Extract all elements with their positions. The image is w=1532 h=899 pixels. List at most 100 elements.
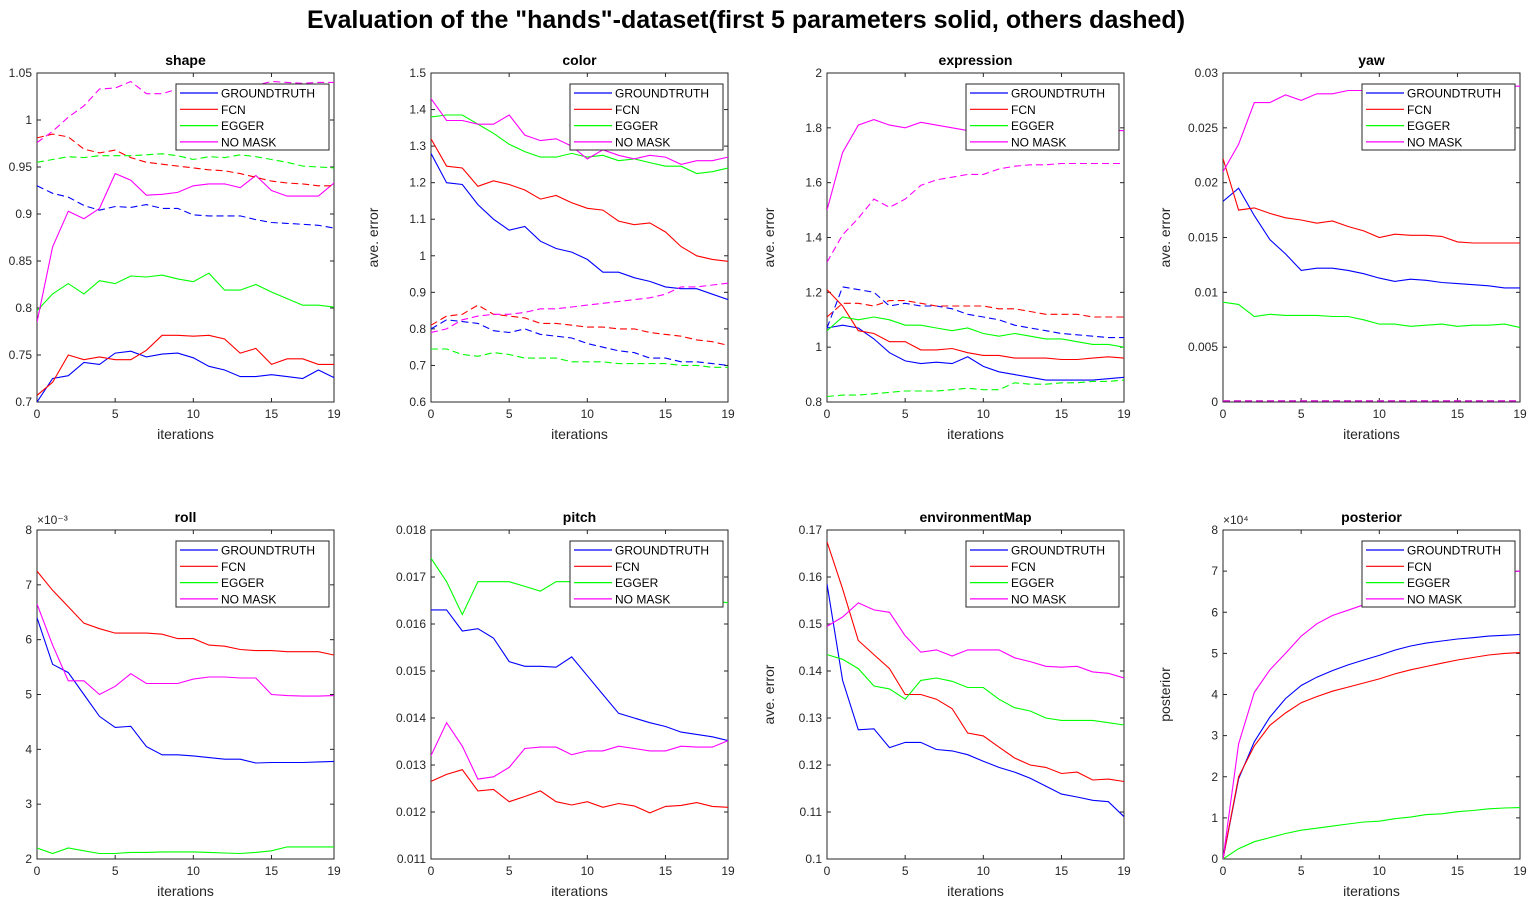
y-tick-label: 0.8 <box>805 395 822 409</box>
x-axis-label: iterations <box>157 426 214 442</box>
x-tick-label: 15 <box>1451 407 1465 421</box>
x-tick-label: 0 <box>1220 407 1227 421</box>
x-tick-label: 5 <box>902 407 909 421</box>
x-tick-label: 10 <box>1373 407 1387 421</box>
x-tick-label: 5 <box>1298 407 1305 421</box>
series-line-groundtruth-dashed <box>37 185 334 229</box>
series-line-egger-solid <box>827 316 1124 348</box>
legend-box <box>965 540 1120 608</box>
legend-label: NO MASK <box>1407 135 1462 149</box>
legend-label: GROUNDTRUTH <box>1011 544 1105 558</box>
legend-label: FCN <box>615 103 640 117</box>
y-tick-label: 5 <box>1211 646 1218 660</box>
y-tick-label: 1 <box>25 113 32 127</box>
y-axis-label: ave. error <box>1157 207 1173 267</box>
y-tick-label: 1.2 <box>409 176 426 190</box>
subplot-pitch: pitch 0 5 10 15 19 0.011 0.012 0.013 0.014 0.015 0.… <box>396 509 735 899</box>
y-tick-label: 1 <box>419 249 426 263</box>
x-tick-label: 19 <box>1117 864 1131 878</box>
series-line-fcn-solid <box>431 138 728 262</box>
legend-label: GROUNDTRUTH <box>221 544 315 558</box>
y-tick-label: 0.7 <box>409 358 426 372</box>
y-tick-label: 1.2 <box>805 285 822 299</box>
y-tick-label: 0.016 <box>396 617 426 631</box>
legend-label: EGGER <box>1011 119 1055 133</box>
x-tick-label: 19 <box>327 407 341 421</box>
x-axis-label: iterations <box>551 426 608 442</box>
series-line-fcn-solid <box>1223 652 1520 859</box>
y-tick-label: 0.015 <box>1188 231 1218 245</box>
y-tick-label: 1 <box>815 340 822 354</box>
legend-label: GROUNDTRUTH <box>221 87 315 101</box>
subplot-title: color <box>562 52 597 68</box>
legend-label: GROUNDTRUTH <box>1011 87 1105 101</box>
x-tick-label: 10 <box>1373 864 1387 878</box>
series-line-no-mask-dashed <box>37 80 334 144</box>
subplot-color: color 0 5 10 15 19 0.6 0.7 0.8 0.9 1 1.1 1.2 1.3 1.4 1.… <box>365 52 735 442</box>
legend-label: FCN <box>615 560 640 574</box>
series-line-egger-dashed <box>37 153 334 169</box>
legend-label: NO MASK <box>615 592 670 606</box>
series-line-groundtruth-solid <box>1223 633 1520 859</box>
x-axis-label: iterations <box>947 426 1004 442</box>
y-tick-label: 0.013 <box>396 758 426 772</box>
x-tick-label: 15 <box>265 864 279 878</box>
legend-label: EGGER <box>221 119 265 133</box>
y-tick-label: 1.5 <box>409 66 426 80</box>
x-tick-label: 5 <box>1298 864 1305 878</box>
series-line-fcn-dashed <box>431 304 728 346</box>
y-tick-label: 1.6 <box>805 176 822 190</box>
x-tick-label: 5 <box>902 864 909 878</box>
y-tick-label: 6 <box>1211 605 1218 619</box>
subplot-title: roll <box>175 509 197 525</box>
y-tick-label: 1.05 <box>9 66 33 80</box>
legend-label: EGGER <box>615 576 659 590</box>
y-tick-label: 0.02 <box>1195 176 1219 190</box>
x-tick-label: 15 <box>1055 407 1069 421</box>
y-tick-label: 4 <box>1211 688 1218 702</box>
y-tick-label: 0.015 <box>396 664 426 678</box>
y-tick-label: 0 <box>1211 395 1218 409</box>
y-tick-label: 7 <box>25 578 32 592</box>
axis-exponent: ×10⁴ <box>1223 513 1249 527</box>
legend-label: GROUNDTRUTH <box>615 87 709 101</box>
subplot-title: environmentMap <box>919 509 1031 525</box>
y-tick-label: 0.017 <box>396 570 426 584</box>
x-tick-label: 5 <box>112 407 119 421</box>
series-line-fcn-dashed <box>37 133 334 187</box>
y-axis-label: ave. error <box>365 207 381 267</box>
series-line-fcn-solid <box>37 334 334 396</box>
series-line-groundtruth-solid <box>1223 187 1520 289</box>
series-line-fcn-solid <box>827 541 1124 783</box>
y-tick-label: 8 <box>25 523 32 537</box>
x-axis-label: iterations <box>947 883 1004 899</box>
legend-label: GROUNDTRUTH <box>615 544 709 558</box>
y-tick-label: 5 <box>25 688 32 702</box>
legend: GROUNDTRUTH FCN EGGER NO MASK <box>569 540 724 608</box>
x-tick-label: 5 <box>112 864 119 878</box>
legend-box <box>569 83 724 151</box>
legend-label: NO MASK <box>221 592 276 606</box>
subplot-title: shape <box>165 52 206 68</box>
x-tick-label: 19 <box>1117 407 1131 421</box>
series-line-egger-solid <box>1223 301 1520 328</box>
figure-title: Evaluation of the "hands"-dataset(first … <box>306 6 1186 34</box>
x-tick-label: 0 <box>824 407 831 421</box>
y-tick-label: 3 <box>1211 729 1218 743</box>
series-line-fcn-solid <box>1223 158 1520 244</box>
x-tick-label: 10 <box>187 407 201 421</box>
legend-label: NO MASK <box>1407 592 1462 606</box>
series-line-groundtruth-solid <box>37 350 334 402</box>
x-tick-label: 0 <box>428 864 435 878</box>
legend: GROUNDTRUTH FCN EGGER NO MASK <box>175 83 330 151</box>
x-tick-label: 19 <box>1513 864 1527 878</box>
subplot-title: yaw <box>1358 52 1385 68</box>
y-tick-label: 0.85 <box>9 254 33 268</box>
series-line-groundtruth-solid <box>37 617 334 764</box>
x-tick-label: 19 <box>327 864 341 878</box>
y-tick-label: 0.8 <box>15 301 32 315</box>
series-line-egger-solid <box>431 114 728 175</box>
y-tick-label: 2 <box>815 66 822 80</box>
